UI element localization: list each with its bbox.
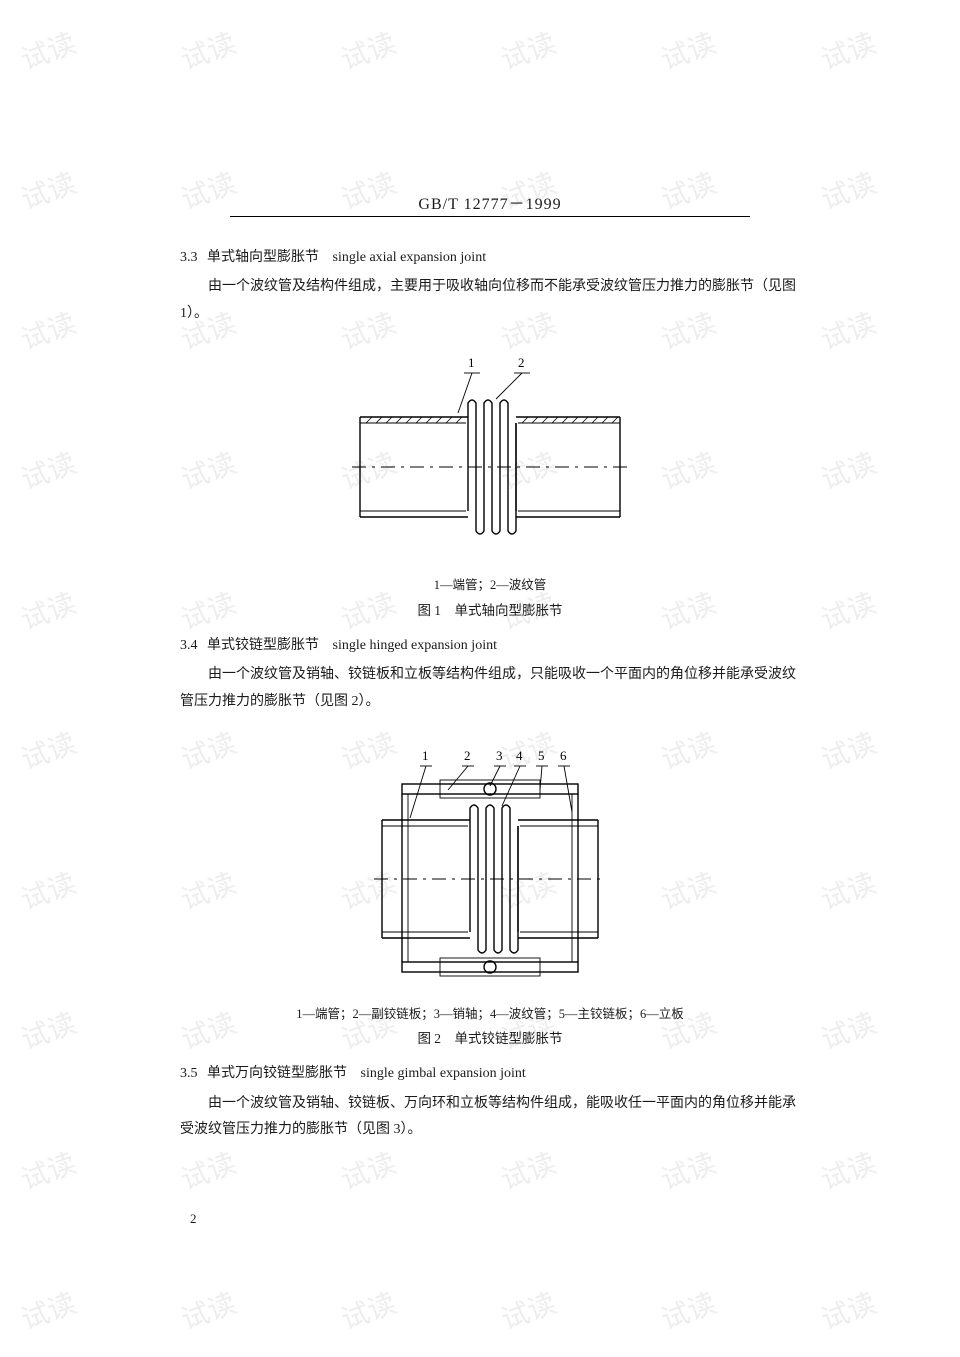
watermark: 试读	[495, 1282, 561, 1339]
section-title-cn: 单式万向铰链型膨胀节	[207, 1066, 347, 1081]
section-heading-3-5: 3.5 单式万向铰链型膨胀节 single gimbal expansion j…	[180, 1061, 800, 1086]
section-title-en: single hinged expansion joint	[333, 638, 497, 653]
watermark: 试读	[15, 722, 81, 779]
watermark: 试读	[335, 1282, 401, 1339]
section-heading-3-3: 3.3 单式轴向型膨胀节 single axial expansion join…	[180, 245, 800, 270]
section-body: 由一个波纹管及销轴、铰链板、万向环和立板等结构件组成，能吸收任一平面内的角位移并…	[180, 1091, 800, 1144]
watermark: 试读	[15, 1002, 81, 1059]
figure-1-caption: 图 1 单式轴向型膨胀节	[180, 599, 800, 623]
figure-2: 1 2 3 4 5 6 1—端管；2—副铰链板；3—销轴；4—波纹管；5—主铰链…	[180, 730, 800, 1052]
watermark: 试读	[815, 162, 881, 219]
watermark: 试读	[815, 22, 881, 79]
figure-1: 1 2 1—端管；2—波纹管 图 1 单式轴向型膨胀节	[180, 341, 800, 623]
watermark: 试读	[335, 22, 401, 79]
watermark: 试读	[335, 1142, 401, 1199]
watermark: 试读	[815, 582, 881, 639]
callout-3: 3	[496, 748, 503, 763]
callout-2: 2	[464, 748, 471, 763]
section-title-cn: 单式轴向型膨胀节	[207, 250, 319, 265]
content-area: GB/T 12777－1999 3.3 单式轴向型膨胀节 single axia…	[180, 190, 800, 1144]
section-body: 由一个波纹管及结构件组成，主要用于吸收轴向位移而不能承受波纹管压力推力的膨胀节（…	[180, 274, 800, 327]
page: 试读 试读 试读 试读 试读 试读 试读 试读 试读 试读 试读 试读 试读 试…	[0, 0, 960, 1357]
section-number: 3.5	[180, 1066, 198, 1081]
watermark: 试读	[655, 1282, 721, 1339]
figure-2-svg: 1 2 3 4 5 6	[340, 730, 640, 990]
callout-4: 4	[516, 748, 523, 763]
watermark: 试读	[655, 22, 721, 79]
watermark: 试读	[15, 1282, 81, 1339]
section-heading-3-4: 3.4 单式铰链型膨胀节 single hinged expansion joi…	[180, 633, 800, 658]
watermark: 试读	[15, 582, 81, 639]
watermark: 试读	[175, 22, 241, 79]
section-title-en: single axial expansion joint	[333, 250, 487, 265]
callout-5: 5	[538, 748, 545, 763]
page-number: 2	[190, 1211, 197, 1227]
callout-6: 6	[560, 748, 567, 763]
section-title-en: single gimbal expansion joint	[361, 1066, 526, 1081]
callout-1: 1	[468, 355, 475, 370]
watermark: 试读	[175, 1142, 241, 1199]
watermark: 试读	[15, 1142, 81, 1199]
watermark: 试读	[495, 1142, 561, 1199]
callout-2: 2	[518, 355, 525, 370]
watermark: 试读	[175, 1282, 241, 1339]
figure-2-caption: 图 2 单式铰链型膨胀节	[180, 1027, 800, 1051]
watermark: 试读	[815, 862, 881, 919]
watermark: 试读	[815, 302, 881, 359]
standard-header: GB/T 12777－1999	[230, 190, 750, 217]
watermark: 试读	[15, 22, 81, 79]
watermark: 试读	[655, 1142, 721, 1199]
figure-2-legend: 1—端管；2—副铰链板；3—销轴；4—波纹管；5—主铰链板；6—立板	[180, 1003, 800, 1026]
watermark: 试读	[15, 302, 81, 359]
watermark: 试读	[815, 1142, 881, 1199]
section-number: 3.4	[180, 638, 198, 653]
figure-1-svg: 1 2	[340, 341, 640, 561]
watermark: 试读	[815, 722, 881, 779]
watermark: 试读	[15, 442, 81, 499]
watermark: 试读	[815, 1002, 881, 1059]
section-number: 3.3	[180, 250, 198, 265]
watermark: 试读	[815, 1282, 881, 1339]
watermark: 试读	[15, 862, 81, 919]
watermark: 试读	[815, 442, 881, 499]
watermark: 试读	[15, 162, 81, 219]
figure-1-legend: 1—端管；2—波纹管	[180, 574, 800, 597]
watermark: 试读	[495, 22, 561, 79]
section-title-cn: 单式铰链型膨胀节	[207, 638, 319, 653]
section-body: 由一个波纹管及销轴、铰链板和立板等结构件组成，只能吸收一个平面内的角位移并能承受…	[180, 662, 800, 715]
callout-1: 1	[422, 748, 429, 763]
